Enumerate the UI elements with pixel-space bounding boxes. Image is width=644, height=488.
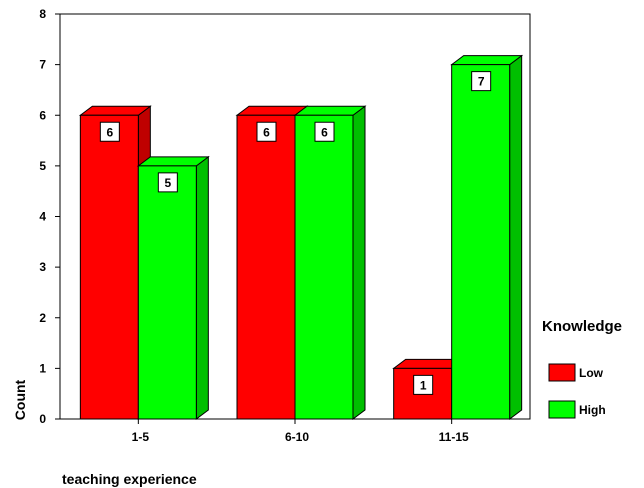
x-tick-label: 11-15 <box>439 430 469 444</box>
data-label-box <box>413 374 434 395</box>
y-tick-label: 5 <box>39 159 46 173</box>
y-tick-label: 3 <box>39 260 46 274</box>
bar-top <box>136 156 210 167</box>
data-label-low-1-5: 6 <box>99 121 120 142</box>
bar-side <box>195 155 209 420</box>
legend: Knowledge Low High <box>542 318 622 419</box>
data-label-high-11-15: 7 <box>471 71 492 92</box>
data-label-box <box>314 121 335 142</box>
data-label-text: 1 <box>420 378 427 392</box>
data-label-box <box>256 121 277 142</box>
data-label-text: 5 <box>164 176 171 190</box>
data-label-box <box>157 172 178 193</box>
y-tick-label: 4 <box>39 210 46 224</box>
data-label-text: 6 <box>321 125 328 139</box>
data-labels: 6 5 6 6 1 7 <box>99 71 492 395</box>
bar-front <box>294 114 354 420</box>
y-tick-label: 6 <box>39 108 46 122</box>
x-axis-title: teaching experience <box>62 471 197 487</box>
data-label-low-11-15: 1 <box>413 374 434 395</box>
y-tick-label: 0 <box>39 412 46 426</box>
bar-front <box>451 64 511 420</box>
data-label-text: 6 <box>106 125 113 139</box>
data-label-high-6-10: 6 <box>314 121 335 142</box>
legend-label-low: Low <box>579 366 604 380</box>
y-tick-label: 8 <box>39 7 46 21</box>
bar-top <box>78 105 152 116</box>
y-tick-label: 7 <box>39 58 46 72</box>
data-label-text: 7 <box>478 75 485 89</box>
x-tick-label: 1-5 <box>132 430 150 444</box>
x-axis: 1-5 6-10 11-15 <box>132 419 469 444</box>
data-label-box <box>471 71 492 92</box>
bar-top <box>293 105 367 116</box>
bar-high-1-5 <box>136 155 210 420</box>
legend-label-high: High <box>579 403 606 417</box>
bar-top <box>450 55 524 66</box>
bar-side <box>352 105 366 420</box>
bar-front <box>137 165 197 420</box>
bars <box>78 54 524 420</box>
bar-side <box>509 54 523 420</box>
data-label-low-6-10: 6 <box>256 121 277 142</box>
bar-front <box>236 114 296 420</box>
legend-title: Knowledge <box>542 318 622 335</box>
y-axis: 0 1 2 3 4 5 6 7 8 <box>39 7 60 426</box>
x-tick-label: 6-10 <box>285 430 309 444</box>
y-tick-label: 2 <box>39 311 46 325</box>
data-label-high-1-5: 5 <box>157 172 178 193</box>
legend-swatch-high <box>548 400 576 419</box>
data-label-text: 6 <box>263 125 270 139</box>
legend-swatch-low <box>548 363 576 382</box>
data-label-box <box>99 121 120 142</box>
bar-front <box>79 114 139 420</box>
y-tick-label: 1 <box>39 361 46 375</box>
y-axis-title: Count <box>12 379 28 420</box>
bar-high-11-15 <box>450 54 524 420</box>
bar-high-6-10 <box>293 105 367 420</box>
